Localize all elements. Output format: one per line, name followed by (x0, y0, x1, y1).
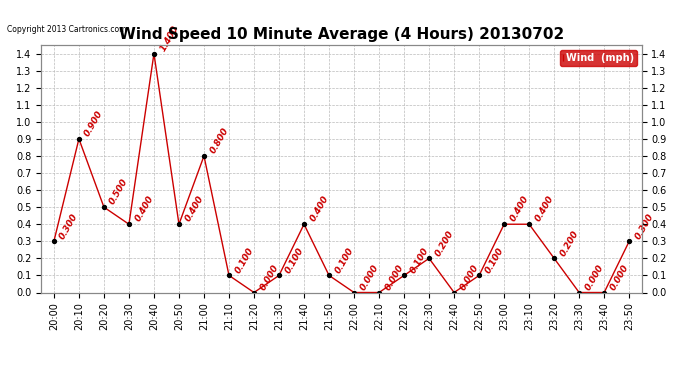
Point (373, 290, 384, 296)
Point (73, 136, 84, 142)
Text: 0.100: 0.100 (283, 246, 305, 274)
Point (599, 290, 610, 296)
Text: 0.000: 0.000 (583, 262, 605, 292)
Text: 0.300: 0.300 (633, 211, 656, 240)
Point (573, 290, 584, 296)
Text: 0.400: 0.400 (533, 194, 555, 224)
Point (48, 238, 59, 244)
Point (224, 272, 235, 278)
Point (273, 272, 284, 278)
Point (549, 255, 560, 261)
Text: 0.000: 0.000 (358, 262, 380, 292)
Point (424, 255, 435, 261)
Text: 0.400: 0.400 (133, 194, 155, 224)
Point (624, 238, 635, 244)
Text: 0.500: 0.500 (108, 177, 130, 206)
Text: 0.000: 0.000 (383, 262, 405, 292)
Text: 0.100: 0.100 (408, 246, 431, 274)
Text: Copyright 2013 Cartronics.com: Copyright 2013 Cartronics.com (7, 25, 126, 34)
Text: 0.000: 0.000 (458, 262, 480, 292)
Point (399, 272, 410, 278)
Legend: Wind  (mph): Wind (mph) (560, 50, 637, 66)
Text: 0.000: 0.000 (258, 262, 280, 292)
Point (324, 272, 335, 278)
Title: Wind Speed 10 Minute Average (4 Hours) 20130702: Wind Speed 10 Minute Average (4 Hours) 2… (119, 27, 564, 42)
Point (124, 221, 135, 227)
Point (348, 290, 359, 296)
Point (299, 221, 310, 227)
Point (499, 221, 510, 227)
Point (199, 153, 210, 159)
Text: 0.200: 0.200 (433, 228, 455, 258)
Point (173, 221, 184, 227)
Text: 0.300: 0.300 (58, 211, 80, 240)
Text: 0.200: 0.200 (558, 228, 580, 258)
Point (148, 51, 159, 57)
Point (524, 221, 535, 227)
Text: 0.400: 0.400 (509, 194, 531, 224)
Text: 0.900: 0.900 (83, 109, 105, 138)
Text: 0.000: 0.000 (609, 262, 631, 292)
Point (473, 272, 484, 278)
Text: 0.100: 0.100 (483, 246, 505, 274)
Point (448, 290, 460, 296)
Text: 0.100: 0.100 (233, 246, 255, 274)
Text: 0.400: 0.400 (308, 194, 331, 224)
Text: 0.100: 0.100 (333, 246, 355, 274)
Point (99, 204, 110, 210)
Text: 0.800: 0.800 (208, 126, 230, 155)
Text: 0.400: 0.400 (183, 194, 205, 224)
Text: 1.400: 1.400 (158, 24, 180, 53)
Point (248, 290, 259, 296)
